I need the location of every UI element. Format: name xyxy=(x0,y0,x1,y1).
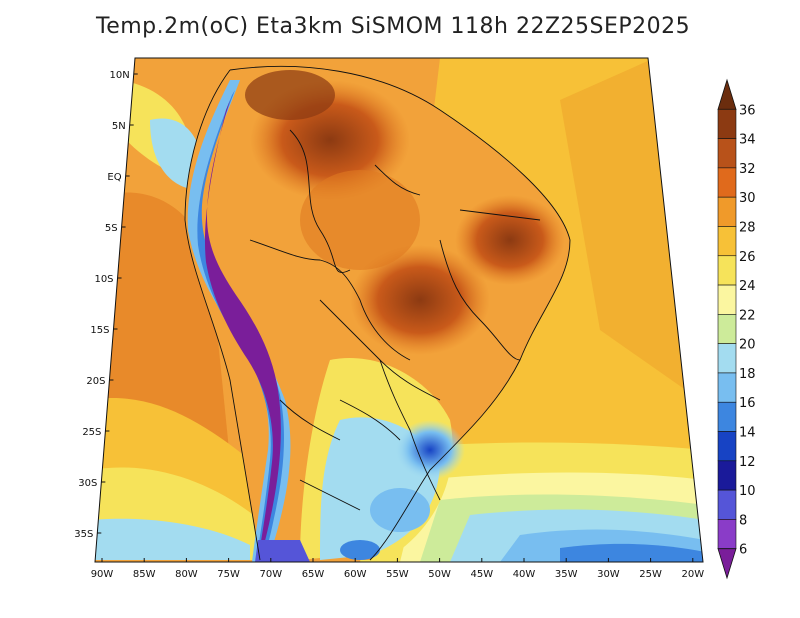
lat-tick-label: 35S xyxy=(74,529,93,540)
country-borders xyxy=(184,66,571,561)
lat-tick-label: 25S xyxy=(82,427,101,438)
lon-tick-label: 75W xyxy=(217,569,240,580)
colorbar-swatch xyxy=(717,489,737,520)
colorbar-label: 26 xyxy=(739,250,756,265)
lat-tick-label: 5N xyxy=(112,121,126,132)
map-frame xyxy=(94,57,704,563)
colorbar-swatch xyxy=(717,343,737,374)
colorbar-label: 18 xyxy=(739,367,756,382)
lon-tick-label: 20W xyxy=(681,569,704,580)
colorbar-swatch xyxy=(717,284,737,315)
lon-tick-label: 70W xyxy=(259,569,282,580)
latitude-axis: 10N 5N EQ 5S 10S 15S 20S 25S 30S 35S xyxy=(74,70,138,540)
lat-tick-label: 10S xyxy=(94,274,113,285)
lon-tick-label: 50W xyxy=(428,569,451,580)
colorbar-label: 10 xyxy=(739,484,756,499)
lon-tick-label: 85W xyxy=(133,569,156,580)
colorbar-swatch xyxy=(717,167,737,198)
colorbar: 36 34 32 30 28 26 24 22 20 18 16 14 12 10 8 6 xyxy=(717,78,756,580)
lon-tick-label: 25W xyxy=(639,569,662,580)
colorbar-label: 12 xyxy=(739,455,756,470)
colorbar-swatch xyxy=(717,196,737,227)
colorbar-swatch xyxy=(717,138,737,169)
colorbar-swatch xyxy=(717,372,737,403)
colorbar-label: 28 xyxy=(739,220,756,235)
colorbar-swatch xyxy=(717,108,737,139)
colorbar-label: 36 xyxy=(739,103,756,118)
lon-tick-label: 30W xyxy=(597,569,620,580)
colorbar-swatch xyxy=(717,314,737,344)
lat-tick-label: 10N xyxy=(110,70,130,81)
colorbar-swatch xyxy=(717,519,737,550)
lon-tick-label: 65W xyxy=(302,569,325,580)
colorbar-label: 16 xyxy=(739,396,756,411)
lat-tick-label: 5S xyxy=(105,223,118,234)
lon-tick-label: 60W xyxy=(344,569,367,580)
lat-tick-label: EQ xyxy=(107,172,121,183)
colorbar-top-arrow xyxy=(717,78,737,110)
lon-tick-label: 45W xyxy=(470,569,493,580)
longitude-axis: 90W 85W 80W 75W 70W 65W 60W 55W 50W 45W 40W 35W 30W 2… xyxy=(91,558,704,580)
colorbar-label: 32 xyxy=(739,162,756,177)
colorbar-bottom-arrow xyxy=(717,548,737,580)
colorbar-swatch xyxy=(717,255,737,286)
colorbar-label: 34 xyxy=(739,133,756,148)
colorbar-swatch xyxy=(717,460,737,491)
lon-tick-label: 80W xyxy=(175,569,198,580)
colorbar-label: 6 xyxy=(739,543,747,558)
colorbar-label: 8 xyxy=(739,513,747,528)
lon-tick-label: 90W xyxy=(91,569,114,580)
colorbar-swatch xyxy=(717,401,737,432)
lat-tick-label: 15S xyxy=(90,325,109,336)
map-title: Temp.2m(oC) Eta3km SiSMOM 118h 22Z25SEP2… xyxy=(96,14,691,39)
lat-tick-label: 30S xyxy=(78,478,97,489)
colorbar-label: 30 xyxy=(739,191,756,206)
lon-tick-label: 35W xyxy=(555,569,578,580)
colorbar-label: 24 xyxy=(739,279,756,294)
lat-tick-label: 20S xyxy=(86,376,105,387)
lon-tick-label: 55W xyxy=(386,569,409,580)
temperature-field xyxy=(95,58,703,562)
colorbar-label: 22 xyxy=(739,308,756,323)
lon-tick-label: 40W xyxy=(513,569,536,580)
colorbar-label: 20 xyxy=(739,338,756,353)
colorbar-swatch xyxy=(717,226,737,257)
colorbar-label: 14 xyxy=(739,426,756,441)
colorbar-swatch xyxy=(717,431,737,462)
